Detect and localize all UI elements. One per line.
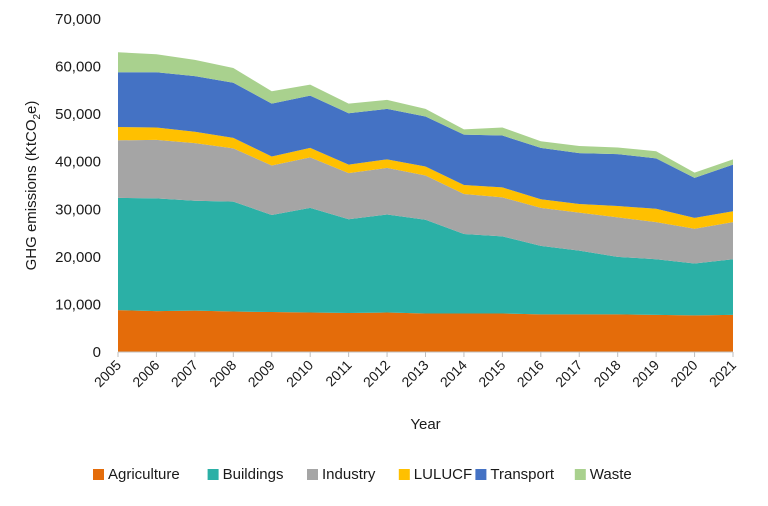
x-tick-label: 2021 <box>706 357 739 390</box>
legend-label-agriculture: Agriculture <box>108 466 180 483</box>
y-axis-title: GHG emissions (KtCO2e) <box>23 101 43 271</box>
x-tick-label: 2007 <box>168 357 201 390</box>
x-tick-label: 2017 <box>552 357 585 390</box>
y-axis-title-end: e) <box>23 101 40 114</box>
x-tick-label: 2012 <box>360 357 393 390</box>
legend-label-industry: Industry <box>322 466 376 483</box>
area-lulucf <box>118 126 733 229</box>
x-tick-label: 2016 <box>514 357 547 390</box>
y-tick-label: 40,000 <box>55 154 101 171</box>
series-areas <box>118 52 733 352</box>
x-tick-labels: 2005 2006 2007 2008 2009 2010 2011 2012 2013 2014… <box>91 352 739 390</box>
area-buildings <box>118 197 733 316</box>
area-waste <box>118 52 733 178</box>
y-tick-label: 20,000 <box>55 249 101 266</box>
y-axis-title-main: GHG emissions (KtCO <box>23 120 40 271</box>
x-tick-label: 2020 <box>667 357 700 390</box>
x-tick-label: 2014 <box>437 357 470 390</box>
x-tick-label: 2019 <box>629 357 662 390</box>
y-tick-label: 10,000 <box>55 296 101 313</box>
legend-swatch-agriculture <box>93 469 104 480</box>
x-tick-label: 2015 <box>475 357 508 390</box>
y-axis-title-subscript: 2 <box>32 114 43 120</box>
x-tick-label: 2005 <box>91 357 124 390</box>
legend-swatch-buildings <box>207 469 219 480</box>
legend-swatch-industry <box>307 469 318 480</box>
legend-label-lulucf: LULUCF <box>414 466 472 483</box>
x-tick-label: 2010 <box>283 357 316 390</box>
x-tick-label: 2009 <box>245 357 278 390</box>
legend-label-transport: Transport <box>490 466 554 483</box>
y-tick-label: 70,000 <box>55 11 101 28</box>
y-tick-label: 50,000 <box>55 106 101 123</box>
y-tick-label: 0 <box>93 344 101 361</box>
y-tick-labels: 0 10,000 20,000 30,000 40,000 50,000 60,000 70,… <box>55 11 101 361</box>
x-tick-label: 2018 <box>590 357 623 390</box>
area-agriculture <box>118 310 733 352</box>
x-tick-label: 2006 <box>129 357 162 390</box>
area-transport <box>118 72 733 218</box>
legend: Agriculture Buildings Industry LULUCF Transp… <box>93 466 632 483</box>
legend-label-buildings: Buildings <box>223 466 284 483</box>
legend-swatch-lulucf <box>398 469 410 480</box>
y-tick-label: 30,000 <box>55 201 101 218</box>
legend-swatch-waste <box>574 469 586 480</box>
area-industry <box>118 139 733 264</box>
legend-label-waste: Waste <box>590 466 632 483</box>
x-tick-label: 2008 <box>206 357 239 390</box>
y-tick-label: 60,000 <box>55 59 101 76</box>
legend-swatch-transport <box>475 469 487 480</box>
x-axis-title: Year <box>410 416 440 433</box>
x-tick-label: 2011 <box>322 357 355 390</box>
x-tick-label: 2013 <box>398 357 431 390</box>
